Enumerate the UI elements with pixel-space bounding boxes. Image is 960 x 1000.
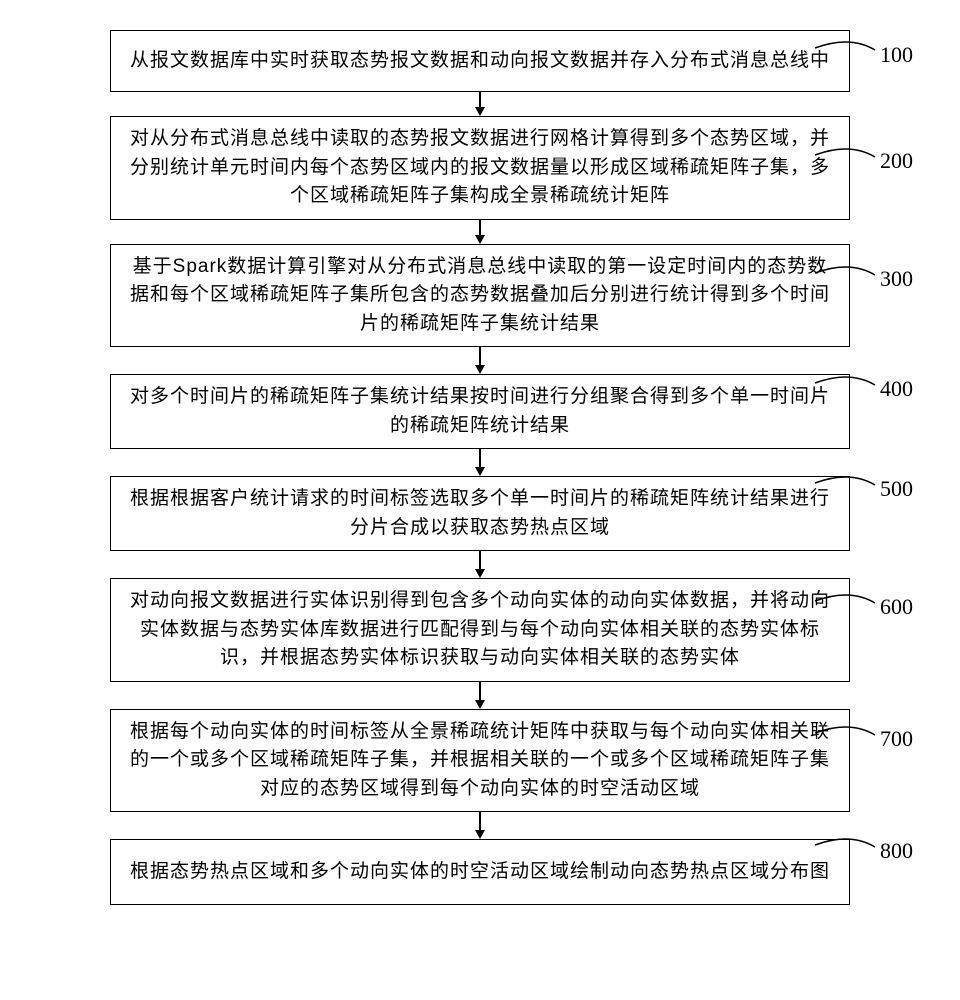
flowchart-container: 从报文数据库中实时获取态势报文数据和动向报文数据并存入分布式消息总线中对从分布式… bbox=[50, 30, 910, 905]
flow-step-text: 从报文数据库中实时获取态势报文数据和动向报文数据并存入分布式消息总线中 bbox=[130, 47, 830, 76]
flow-step-300: 基于Spark数据计算引擎对从分布式消息总线中读取的第一设定时间内的态势数据和每… bbox=[110, 244, 850, 348]
flow-step-label-400: 400 bbox=[880, 376, 913, 402]
flow-step-label-500: 500 bbox=[880, 476, 913, 502]
flow-step-text: 根据根据客户统计请求的时间标签选取多个单一时间片的稀疏矩阵统计结果进行分片合成以… bbox=[127, 485, 833, 542]
flow-step-label-600: 600 bbox=[880, 594, 913, 620]
flow-arrow bbox=[475, 812, 485, 839]
flow-arrow bbox=[475, 449, 485, 476]
flow-step-text: 根据态势热点区域和多个动向实体的时空活动区域绘制动向态势热点区域分布图 bbox=[130, 858, 830, 887]
flow-step-label-700: 700 bbox=[880, 726, 913, 752]
flow-arrow bbox=[475, 220, 485, 244]
flow-arrow bbox=[475, 682, 485, 709]
flow-step-200: 对从分布式消息总线中读取的态势报文数据进行网格计算得到多个态势区域，并分别统计单… bbox=[110, 116, 850, 220]
flow-step-text: 根据每个动向实体的时间标签从全景稀疏统计矩阵中获取与每个动向实体相关联的一个或多… bbox=[127, 718, 833, 804]
flow-step-500: 根据根据客户统计请求的时间标签选取多个单一时间片的稀疏矩阵统计结果进行分片合成以… bbox=[110, 476, 850, 551]
flow-step-label-800: 800 bbox=[880, 838, 913, 864]
flow-step-label-200: 200 bbox=[880, 148, 913, 174]
flow-step-text: 对动向报文数据进行实体识别得到包含多个动向实体的动向实体数据，并将动向实体数据与… bbox=[127, 587, 833, 673]
flow-arrow bbox=[475, 92, 485, 116]
flow-arrow bbox=[475, 551, 485, 578]
flow-step-text: 基于Spark数据计算引擎对从分布式消息总线中读取的第一设定时间内的态势数据和每… bbox=[127, 253, 833, 339]
flow-step-label-300: 300 bbox=[880, 266, 913, 292]
flow-step-text: 对多个时间片的稀疏矩阵子集统计结果按时间进行分组聚合得到多个单一时间片的稀疏矩阵… bbox=[127, 383, 833, 440]
flow-step-800: 根据态势热点区域和多个动向实体的时空活动区域绘制动向态势热点区域分布图 bbox=[110, 839, 850, 905]
flow-step-400: 对多个时间片的稀疏矩阵子集统计结果按时间进行分组聚合得到多个单一时间片的稀疏矩阵… bbox=[110, 374, 850, 449]
flow-step-text: 对从分布式消息总线中读取的态势报文数据进行网格计算得到多个态势区域，并分别统计单… bbox=[127, 125, 833, 211]
flow-step-label-100: 100 bbox=[880, 42, 913, 68]
flow-step-600: 对动向报文数据进行实体识别得到包含多个动向实体的动向实体数据，并将动向实体数据与… bbox=[110, 578, 850, 682]
flow-arrow bbox=[475, 347, 485, 374]
flow-step-700: 根据每个动向实体的时间标签从全景稀疏统计矩阵中获取与每个动向实体相关联的一个或多… bbox=[110, 709, 850, 813]
flow-step-100: 从报文数据库中实时获取态势报文数据和动向报文数据并存入分布式消息总线中 bbox=[110, 30, 850, 92]
